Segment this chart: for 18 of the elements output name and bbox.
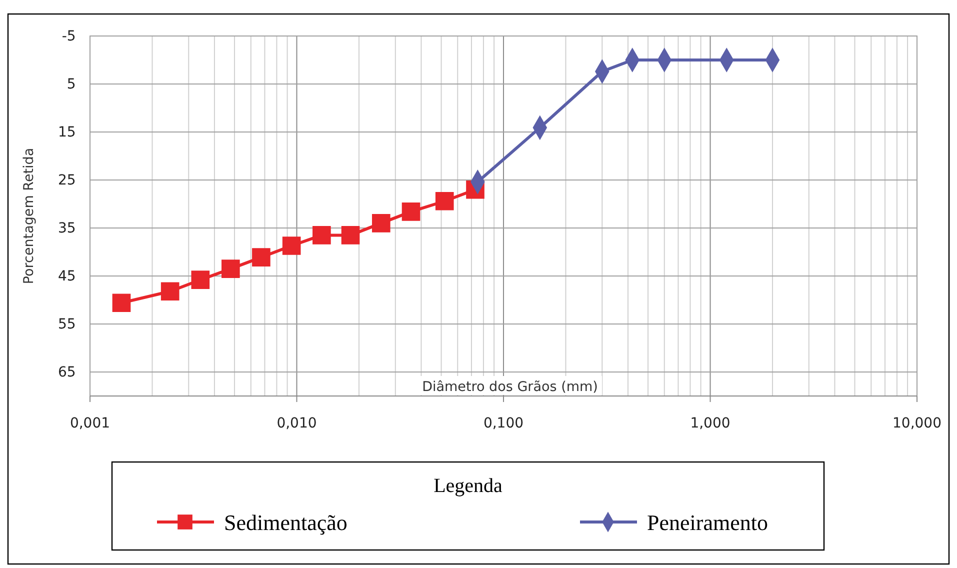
y-axis-title: Porcentagem Retida	[21, 148, 37, 284]
y-tick-label: 45	[58, 268, 76, 284]
x-tick-label: 0,001	[70, 415, 110, 432]
legend-label: Peneiramento	[647, 510, 768, 535]
x-tick-label: 1,000	[690, 415, 730, 432]
y-tick-label: 65	[58, 364, 76, 380]
legend-label: Sedimentação	[224, 510, 348, 535]
y-tick-label: 5	[66, 76, 76, 92]
y-tick-label: 25	[58, 172, 76, 188]
legend-title: Legenda	[434, 475, 503, 497]
y-tick-label: 35	[58, 220, 76, 236]
y-tick-label: 55	[58, 316, 76, 332]
x-tick-label: 0,100	[483, 415, 524, 432]
x-tick-label: 0,010	[276, 415, 317, 432]
x-tick-label: 10,000	[892, 415, 942, 432]
y-tick-label: -5	[62, 28, 76, 44]
y-tick-label: 15	[58, 124, 76, 140]
x-axis-title: Diâmetro dos Grãos (mm)	[422, 379, 598, 395]
